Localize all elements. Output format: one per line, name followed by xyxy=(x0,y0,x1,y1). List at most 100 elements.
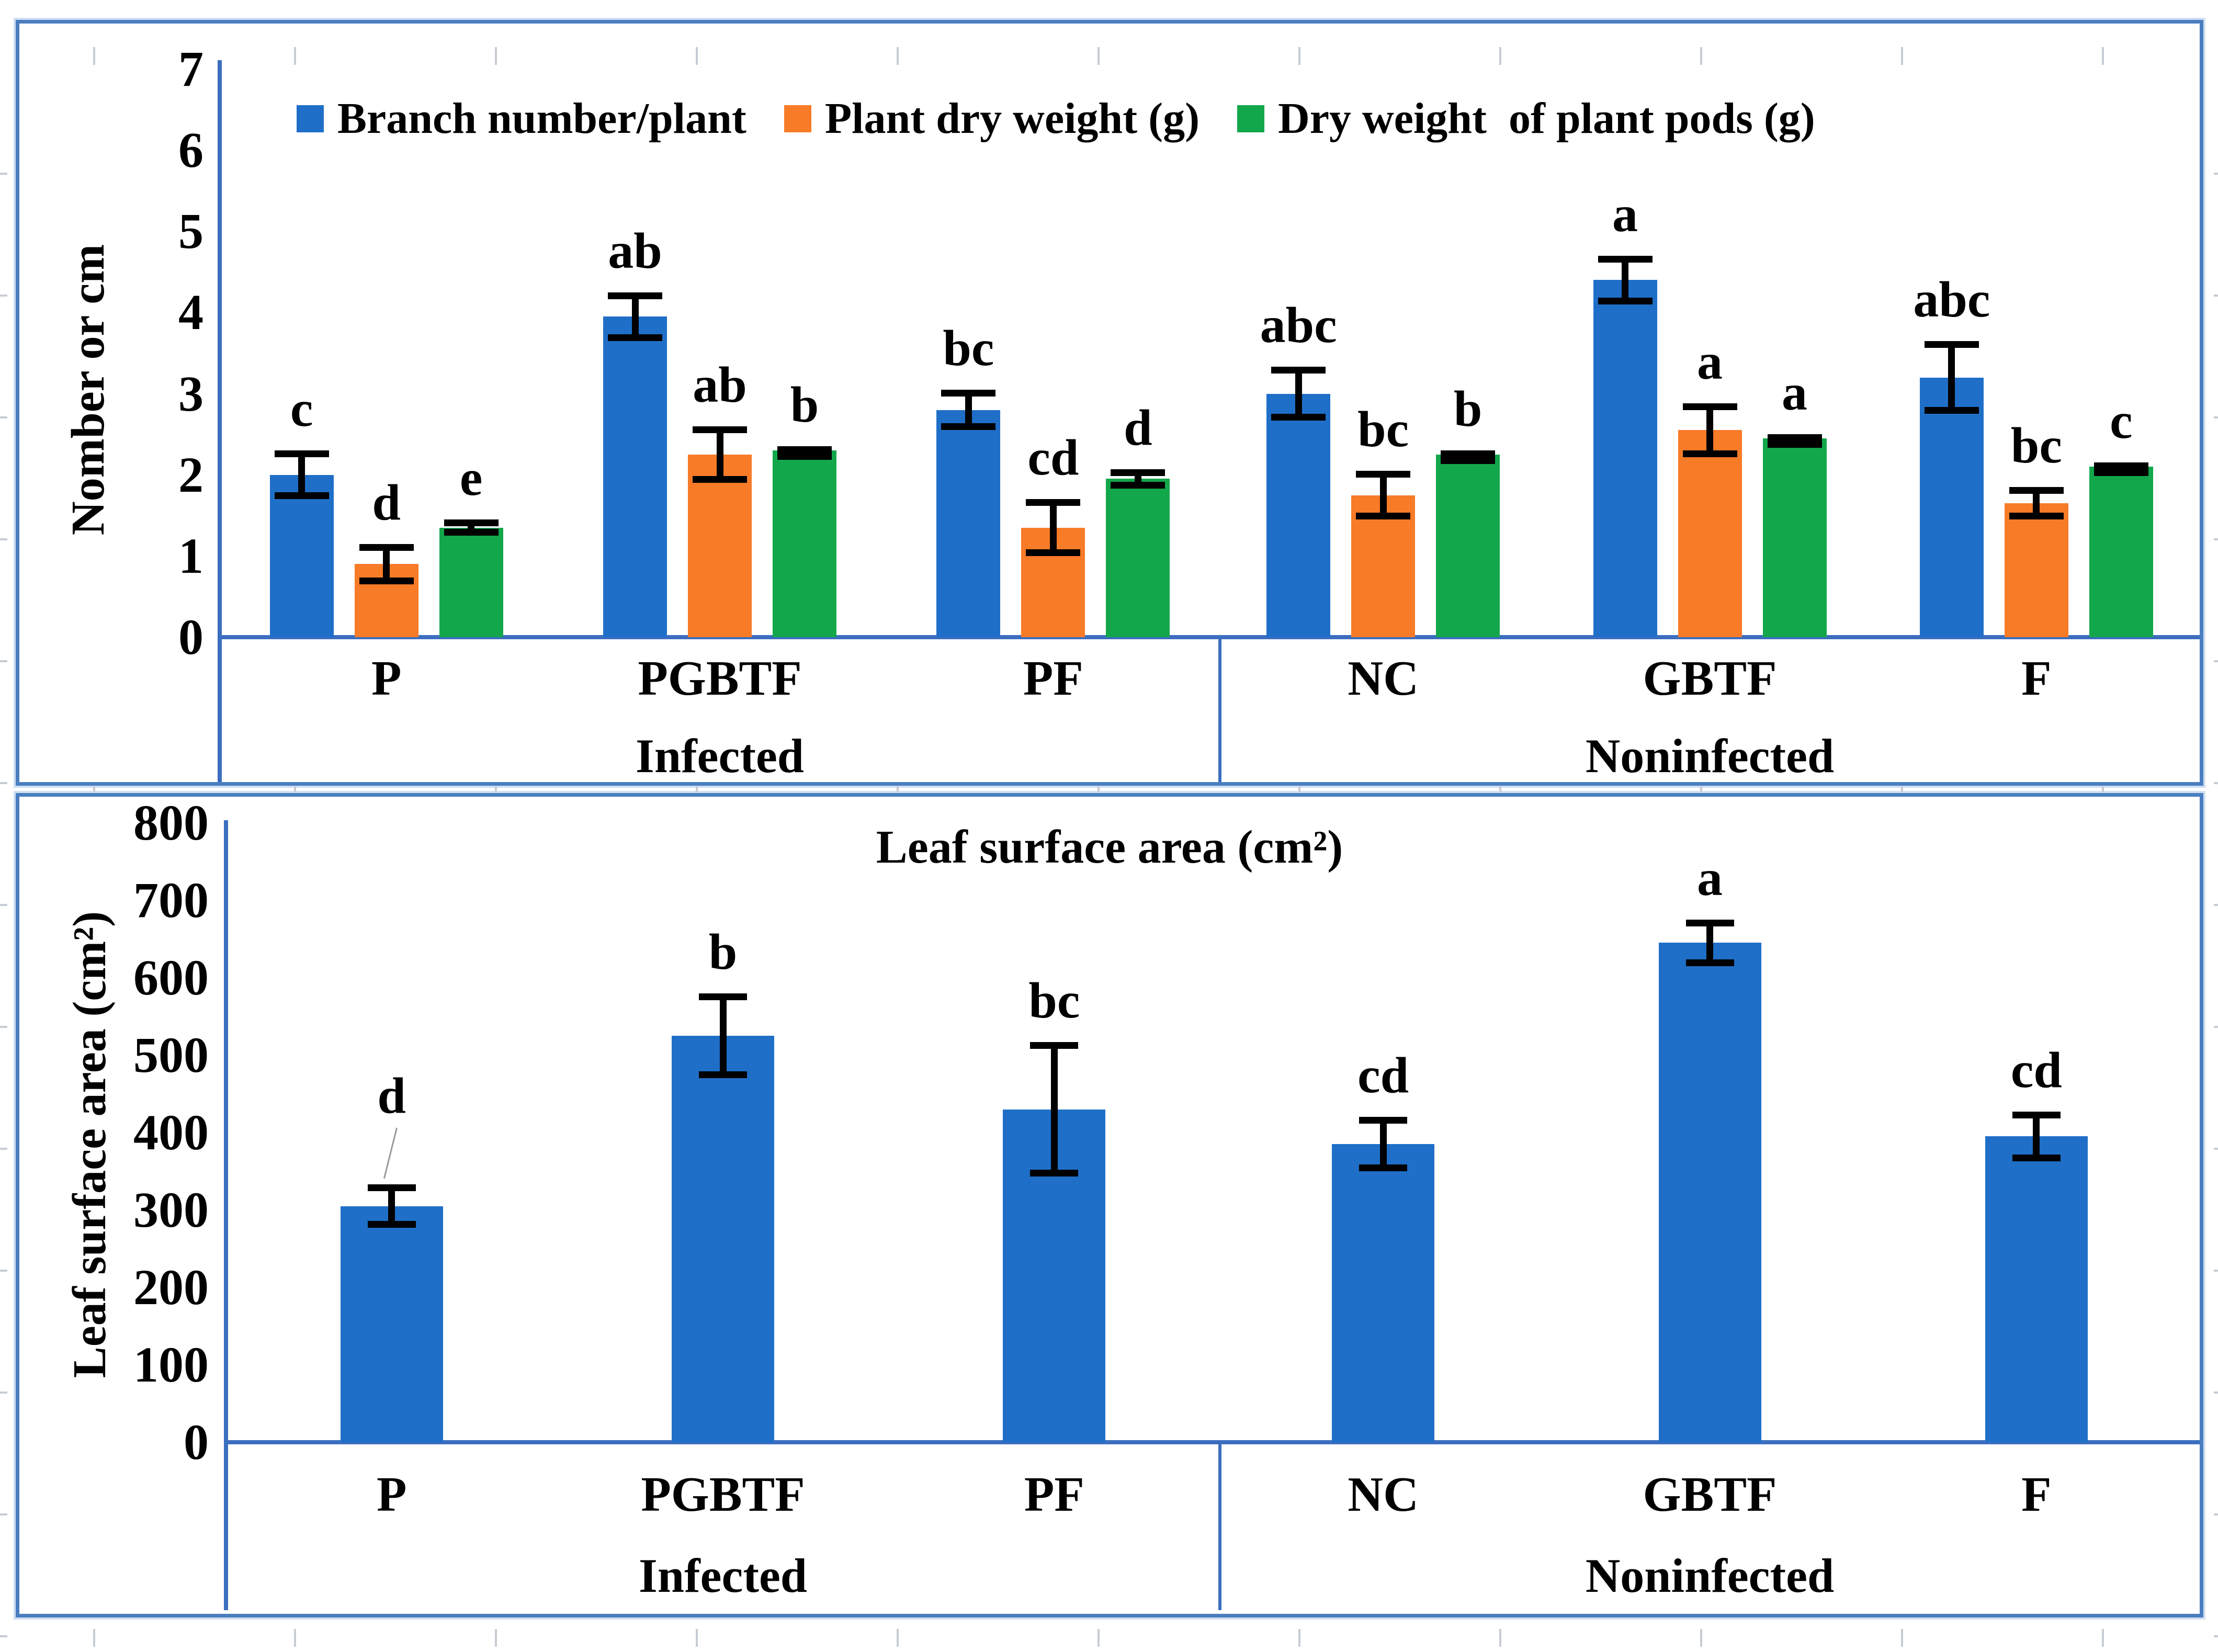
sheet-gridline-stub xyxy=(2102,1629,2104,1647)
y-tick-label: 600 xyxy=(133,949,209,1005)
sig-letter: a xyxy=(1782,365,1807,422)
sig-letter: a xyxy=(1697,334,1723,391)
y-tick-label: 100 xyxy=(133,1337,209,1393)
y-tick-label: 4 xyxy=(178,284,203,341)
error-bar-stem xyxy=(1464,450,1472,465)
bar-PF-series2 xyxy=(1106,479,1170,637)
sheet-gridline-stub xyxy=(2214,1026,2218,1028)
error-bar-stem xyxy=(383,544,390,585)
sheet-gridline-stub xyxy=(0,1270,7,1272)
error-bar xyxy=(693,426,747,483)
category-label: F xyxy=(2021,1467,2052,1522)
bar-NC-series2 xyxy=(1436,454,1500,637)
letter-leader-line xyxy=(383,1127,398,1179)
bottom-y-axis-label: Leaf surface area (cm²) xyxy=(64,911,116,1378)
bar-PGBTF-series1 xyxy=(688,454,752,637)
sheet-gridline-stub xyxy=(1499,1629,1501,1647)
sheet-gridline-stub xyxy=(2214,173,2218,175)
sheet-gridline-stub xyxy=(1901,786,1903,792)
error-bar xyxy=(1271,367,1326,421)
sheet-gridline-stub xyxy=(0,1391,7,1394)
sheet-gridline-stub xyxy=(93,786,95,792)
section-label: Noninfected xyxy=(1585,729,1835,783)
sheet-gridline-stub xyxy=(1499,47,1501,65)
y-tick-label: 6 xyxy=(178,122,203,178)
top-y-axis-label: Nomber or cm xyxy=(62,244,114,536)
sig-letter: c xyxy=(2110,393,2133,450)
error-bar-stem xyxy=(965,389,972,431)
category-label: GBTF xyxy=(1643,1467,1777,1522)
error-bar-stem xyxy=(1622,255,1628,304)
legend: Branch number/plant Plant dry weight (g) D… xyxy=(297,97,1815,141)
error-bar xyxy=(1685,920,1734,966)
error-bar-stem xyxy=(1049,499,1057,556)
error-bar-stem xyxy=(1379,470,1387,520)
sheet-gridline-stub xyxy=(294,786,296,792)
bar-GBTF-series0 xyxy=(1593,280,1657,637)
error-bar-stem xyxy=(298,450,305,500)
sheet-gridline-stub xyxy=(0,1148,7,1150)
sig-letter: b xyxy=(790,377,819,434)
section-label: Infected xyxy=(636,729,804,783)
sheet-gridline-stub xyxy=(1298,47,1300,65)
error-bar xyxy=(1598,255,1653,304)
error-bar xyxy=(444,519,499,536)
y-tick-label: 400 xyxy=(133,1104,209,1160)
legend-label: Plant dry weight (g) xyxy=(824,94,1200,143)
legend-item: Dry weight of plant pods (g) xyxy=(1237,97,1815,141)
y-tick-label: 700 xyxy=(133,872,209,928)
section-divider-line xyxy=(1218,1442,1221,1610)
legend-label: Branch number/plant xyxy=(337,94,746,143)
y-tick-label: 500 xyxy=(133,1027,209,1083)
y-axis-line xyxy=(218,60,222,782)
legend-item: Branch number/plant xyxy=(297,97,746,141)
error-bar xyxy=(941,389,996,431)
bottom-bar-chart: Leaf surface area (cm²) Leaf surface are… xyxy=(16,793,2203,1617)
sheet-gridline-stub xyxy=(696,47,698,65)
sheet-gridline-stub xyxy=(294,1629,296,1647)
y-tick-label: 2 xyxy=(178,446,203,503)
error-bar-stem xyxy=(1050,1042,1058,1177)
error-bar xyxy=(359,544,414,585)
section-divider-line xyxy=(1218,637,1221,782)
sheet-gridline-stub xyxy=(2214,1635,2218,1637)
sheet-gridline-stub xyxy=(2214,295,2218,297)
sheet-gridline-stub xyxy=(1097,1629,1100,1647)
category-label: PF xyxy=(1023,651,1083,706)
error-bar-stem xyxy=(801,446,808,460)
sig-letter: e xyxy=(459,450,483,507)
bar-NC-series0 xyxy=(1332,1144,1435,1442)
sheet-gridline-stub xyxy=(2214,1513,2218,1515)
x-axis-line xyxy=(226,1440,2200,1444)
sig-letter: a xyxy=(1612,186,1638,243)
error-bar xyxy=(367,1184,416,1228)
sig-letter: b xyxy=(1453,381,1483,438)
sheet-gridline-stub xyxy=(2214,538,2218,540)
sheet-gridline-stub xyxy=(0,1635,7,1637)
sheet-gridline-stub xyxy=(1901,47,1903,65)
error-bar-stem xyxy=(631,292,639,341)
sig-letter: d xyxy=(1124,399,1152,456)
sig-letter: d xyxy=(377,1068,406,1125)
error-bar-stem xyxy=(468,519,475,536)
sig-letter: cd xyxy=(1357,1047,1409,1104)
sig-letter: ab xyxy=(693,356,747,413)
sig-letter: bc xyxy=(1028,972,1080,1029)
bar-F-series0 xyxy=(1919,377,1984,637)
bar-PF-series0 xyxy=(936,410,1001,637)
category-label: PGBTF xyxy=(638,651,802,706)
error-bar-stem xyxy=(388,1184,395,1228)
sig-letter: bc xyxy=(2010,417,2062,474)
sig-letter: abc xyxy=(1260,297,1337,354)
sig-letter: c xyxy=(290,381,313,438)
y-tick-label: 300 xyxy=(133,1182,209,1238)
error-bar xyxy=(2093,462,2148,477)
sheet-gridline-stub xyxy=(2102,47,2104,65)
category-label: PGBTF xyxy=(641,1467,805,1522)
y-tick-label: 800 xyxy=(133,795,209,851)
error-bar xyxy=(1111,469,1165,489)
sig-letter: b xyxy=(708,923,738,980)
bar-GBTF-series2 xyxy=(1762,438,1827,637)
y-tick-label: 5 xyxy=(178,203,203,259)
x-axis-line xyxy=(220,635,2200,639)
